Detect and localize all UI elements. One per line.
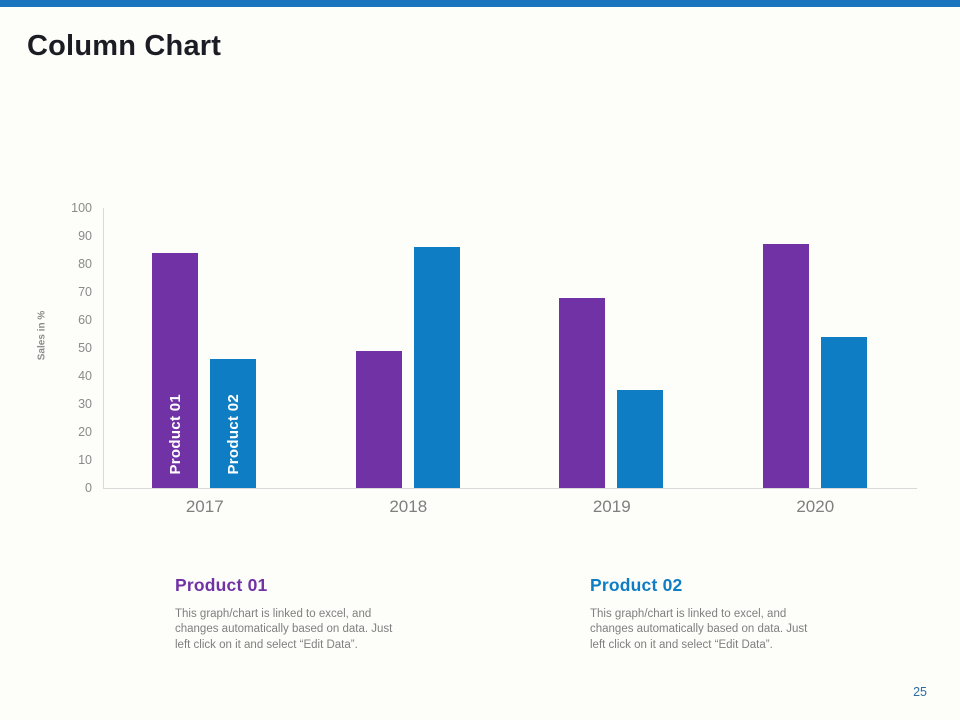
y-tick-label: 50 [78,341,92,355]
footer-heading-product-02: Product 02 [590,575,683,595]
y-axis-title: Sales in % [36,310,48,361]
x-axis-label-2020: 2020 [796,497,835,516]
x-axis-label-2018: 2018 [389,497,428,516]
footer-body-product-02: This graph/chart is linked to excel, and… [590,608,808,651]
y-tick-label: 0 [85,481,92,495]
bar-product-01-2020 [762,244,809,488]
x-axis-label-2017: 2017 [185,497,224,516]
bar-product-02-2019 [617,390,663,488]
y-tick-label: 70 [78,285,92,299]
bar-series-label: Product 01 [166,394,184,475]
bar-series-label: Product 02 [224,394,242,475]
x-axis-line [103,488,917,489]
footer-column-product-01: Product 01 This graph/chart is linked to… [175,575,425,653]
x-axis-label-2019: 2019 [592,497,631,516]
bar-product-02-2020 [820,336,867,488]
page-title: Column Chart [27,30,222,62]
y-tick-label: 20 [78,425,92,439]
footer-heading-product-01: Product 01 [175,575,268,595]
footer-body-product-01: This graph/chart is linked to excel, and… [175,608,393,651]
bar-product-02-2018 [413,247,460,488]
y-axis-line [103,208,104,488]
y-tick-label: 60 [78,313,92,327]
footer-column-product-02: Product 02 This graph/chart is linked to… [590,575,840,653]
y-tick-label: 40 [78,369,92,383]
bar-product-01-2018 [355,350,402,488]
y-tick-label: 90 [78,229,92,243]
page-number: 25 [913,685,927,699]
top-accent-bar [0,0,960,7]
bar-product-02-2017: Product 02 [210,359,256,488]
y-tick-label: 10 [78,453,92,467]
y-tick-label: 30 [78,397,92,411]
bar-product-01-2019 [559,297,605,488]
y-tick-label: 100 [71,201,92,215]
bar-product-01-2017: Product 01 [152,252,198,488]
y-tick-label: 80 [78,257,92,271]
